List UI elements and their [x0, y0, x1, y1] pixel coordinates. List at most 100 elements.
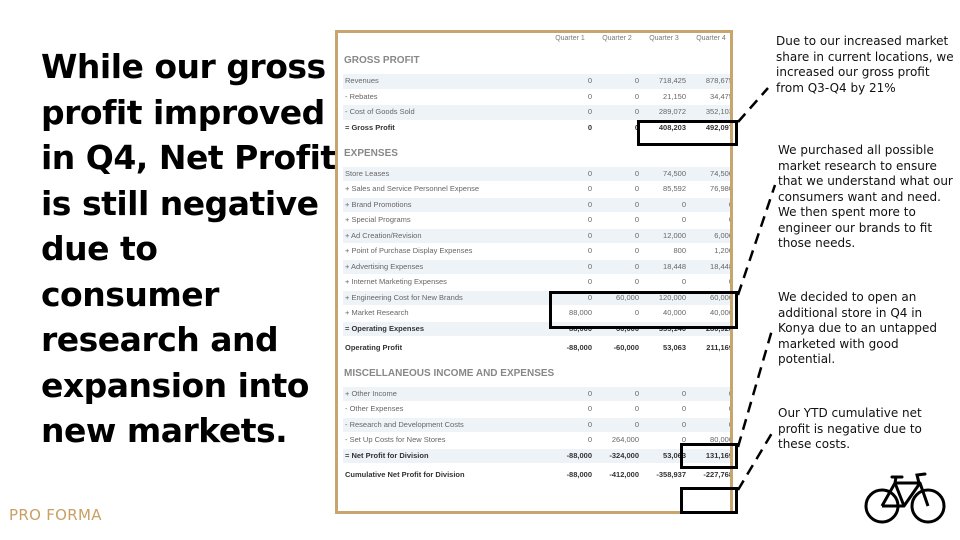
cell-value: 34,475 [710, 91, 733, 101]
table-row: + Sales and Service Personnel Expense 0 0 8… [343, 182, 730, 197]
row-label: - Cost of Goods Sold [345, 107, 415, 116]
cell-value: 0 [681, 419, 686, 429]
row-label: + Other Income [345, 388, 397, 398]
cell-value: 0 [681, 215, 686, 224]
cell-value: 0 [728, 277, 733, 286]
cell-value: 0 [587, 277, 592, 286]
cell-value: 53,063 [663, 450, 686, 460]
cell-value: 0 [587, 435, 592, 444]
pro-forma-table: Quarter 1 Quarter 2 Quarter 3 Quarter 4 … [335, 30, 733, 514]
cell-value: 0 [634, 76, 639, 85]
cell-value: 0 [681, 435, 686, 444]
row-label: + Brand Promotions [345, 199, 412, 209]
cell-value: 85,592 [663, 184, 686, 193]
note-new-store: We decided to open an additional store i… [778, 290, 938, 366]
cell-value: 120,000 [658, 292, 686, 302]
highlight-setup-costs [680, 443, 738, 469]
cell-value: 0 [634, 91, 639, 101]
row-label: + Market Research [345, 308, 409, 317]
cell-value: 0 [634, 215, 639, 224]
quarter-header: Quarter 1 [555, 35, 585, 42]
cell-value: 0 [681, 388, 686, 398]
cell-value: 800 [673, 246, 686, 255]
table-row: - Rebates 0 0 21,150 34,475 [343, 90, 730, 105]
row-label: = Operating Expenses [345, 323, 424, 333]
cell-value: -88,000 [566, 342, 592, 352]
cell-value: 0 [587, 122, 592, 132]
row-label: Revenues [345, 76, 379, 85]
cell-value: 0 [681, 199, 686, 209]
cell-value: 21,150 [663, 91, 686, 101]
cell-value: 12,000 [663, 230, 686, 240]
cell-value: 0 [634, 308, 639, 317]
row-label: + Sales and Service Personnel Expense [345, 184, 480, 193]
cell-value: 0 [634, 107, 639, 116]
cell-value: 264,000 [611, 435, 639, 444]
cell-value: 0 [634, 277, 639, 286]
highlight-cumulative-net [680, 487, 738, 514]
cell-value: 40,000 [663, 308, 686, 317]
cell-value: 0 [634, 168, 639, 178]
table-row: + Other Income 0 0 0 0 [343, 386, 730, 401]
quarter-header: Quarter 2 [602, 35, 632, 42]
cell-value: 18,448 [710, 261, 733, 271]
table-row: = Net Profit for Division -88,000 -324,000… [343, 448, 733, 463]
connector-line [737, 87, 769, 123]
table-row: + Ad Creation/Revision 0 0 12,000 6,000 [343, 228, 733, 243]
cell-value: 53,063 [663, 342, 686, 352]
row-label: + Special Programs [345, 215, 411, 224]
cell-value: 0 [728, 215, 733, 224]
section-title: EXPENSES [344, 147, 398, 159]
cell-value: 6,000 [714, 230, 733, 240]
headline: While our gross profit improved in Q4, N… [41, 47, 336, 450]
cell-value: 0 [587, 230, 592, 240]
cell-value: 0 [587, 76, 592, 85]
cell-value: 0 [634, 419, 639, 429]
cell-value: 0 [587, 292, 592, 302]
connector-line [736, 329, 774, 448]
row-label: - Rebates [345, 91, 378, 101]
cell-value: 74,500 [663, 168, 686, 178]
highlight-gross-profit [637, 120, 738, 146]
row-label: Cumulative Net Profit for Division [345, 469, 465, 479]
table-row: - Other Expenses 0 0 0 0 [343, 402, 730, 417]
cell-value: 18,448 [663, 261, 686, 271]
row-label: = Gross Profit [345, 122, 395, 132]
row-label: - Research and Development Costs [345, 419, 464, 429]
note-gross-profit: Due to our increased market share in cur… [776, 34, 954, 95]
table-row: - Cost of Goods Sold 0 0 289,072 352,103 [343, 105, 730, 120]
connector-line [736, 432, 774, 491]
note-market-research: We purchased all possible market researc… [778, 143, 953, 250]
cell-value: 0 [634, 199, 639, 209]
cell-value: 352,103 [705, 107, 733, 116]
table-row: Store Leases 0 0 74,500 74,500 [343, 166, 733, 181]
cell-value: 0 [634, 184, 639, 193]
cell-value: 492,097 [705, 122, 733, 132]
cell-value: -60,000 [613, 342, 639, 352]
cell-value: 0 [634, 246, 639, 255]
cell-value: 289,072 [658, 107, 686, 116]
table-row: + Internet Marketing Expenses 0 0 0 0 [343, 275, 730, 290]
cell-value: 0 [634, 261, 639, 271]
cell-value: 0 [587, 388, 592, 398]
cell-value: 60,000 [710, 292, 733, 302]
brand-label: PRO FORMA [9, 506, 102, 524]
cell-value: 0 [587, 215, 592, 224]
cell-value: -227,768 [703, 469, 733, 479]
section-title: GROSS PROFIT [344, 55, 420, 66]
cell-value: 131,169 [705, 450, 733, 460]
table-row: = Gross Profit 0 0 408,203 492,097 [343, 121, 730, 136]
cell-value: 0 [728, 419, 733, 429]
row-label: + Point of Purchase Display Expenses [345, 246, 473, 255]
row-label: - Other Expenses [345, 404, 404, 413]
cell-value: 0 [587, 404, 592, 413]
cell-value: 408,203 [658, 122, 686, 132]
note-cumulative-profit: Our YTD cumulative net profit is negativ… [778, 406, 922, 451]
cell-value: 0 [587, 168, 592, 178]
cell-value: -358,937 [656, 469, 686, 479]
cell-value: 74,500 [710, 168, 733, 178]
table-row: Revenues 0 0 718,425 878,675 [343, 74, 730, 89]
cell-value: 0 [634, 388, 639, 398]
cell-value: 718,425 [658, 76, 686, 85]
cell-value: 211,169 [706, 342, 733, 352]
